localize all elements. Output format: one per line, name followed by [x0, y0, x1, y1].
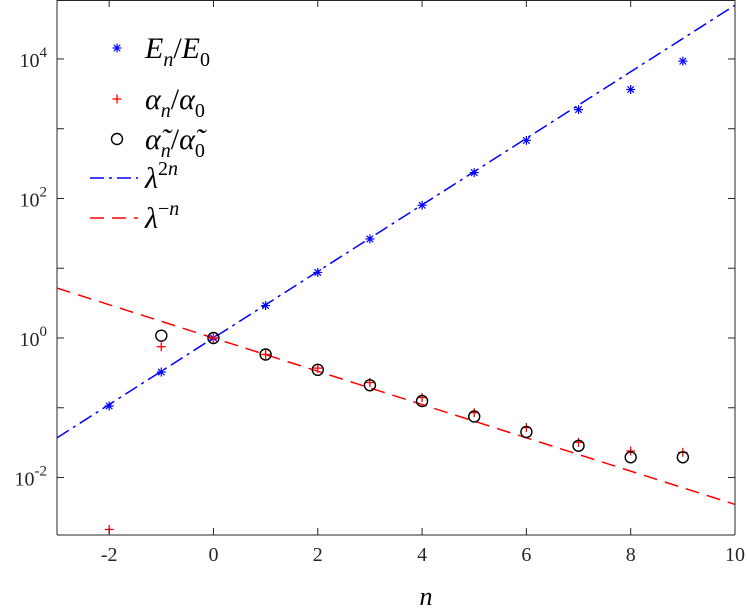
axes: -2 0 2 4 6 8 10 10-2 100 102 104 n	[15, 0, 745, 611]
data-point-circle	[415, 394, 429, 408]
x-tick-label: 0	[208, 544, 218, 566]
data-point-plus	[313, 363, 323, 373]
legend-label: α̃n/α̃0	[145, 123, 207, 162]
y-tick-label: 100	[20, 324, 48, 351]
data-point-circle	[207, 331, 220, 345]
data-point-asterisk	[626, 84, 636, 94]
data-point-circle	[155, 329, 168, 342]
data-point-circle	[363, 379, 377, 392]
x-axis-title: n	[420, 582, 433, 611]
legend-label: αn/α0	[145, 83, 205, 122]
x-tick-label: 4	[417, 544, 427, 566]
data-point-asterisk	[521, 135, 531, 145]
data-point-asterisk	[417, 200, 427, 210]
legend-label: λ−n	[144, 198, 179, 235]
data-point-circle	[259, 348, 272, 361]
data-point-plus	[208, 333, 218, 343]
data-point-plus	[261, 350, 271, 360]
data-point-asterisk	[104, 401, 114, 411]
y-tick-label: 102	[20, 184, 48, 211]
legend-marker-plus	[112, 94, 122, 104]
data-point-asterisk	[156, 367, 166, 377]
legend-marker-circle	[110, 132, 124, 146]
x-tick-label: 8	[626, 544, 636, 566]
data-point-circle	[624, 451, 637, 464]
data-point-asterisk	[469, 168, 479, 178]
y-tick-label: 10-2	[15, 464, 48, 491]
data-point-plus	[574, 437, 584, 447]
data-markers	[104, 56, 690, 534]
x-tick-label: 10	[725, 544, 745, 566]
data-point-asterisk	[261, 301, 271, 311]
plot-area	[57, 0, 735, 535]
data-point-circle	[520, 425, 533, 439]
data-point-circle	[311, 363, 324, 377]
x-tick-label: 2	[313, 544, 323, 566]
data-point-circle	[676, 451, 690, 464]
x-tick-label: -2	[101, 544, 118, 566]
x-tick-label: 6	[521, 544, 531, 566]
data-point-plus	[417, 393, 427, 403]
data-point-plus	[626, 446, 636, 456]
data-point-plus	[156, 342, 166, 352]
data-point-asterisk	[313, 267, 323, 277]
y-tick-label: 104	[20, 45, 48, 72]
data-point-asterisk	[678, 56, 688, 66]
line-dashed	[57, 287, 735, 506]
legend-label: λ2n	[144, 158, 178, 195]
data-point-asterisk	[574, 105, 584, 115]
legend-label: En/E0	[144, 32, 210, 71]
legend-marker-asterisk	[112, 43, 122, 53]
data-point-asterisk	[365, 234, 375, 244]
data-point-circle	[468, 410, 481, 423]
model-lines	[57, 4, 735, 506]
data-point-circle	[572, 439, 585, 452]
